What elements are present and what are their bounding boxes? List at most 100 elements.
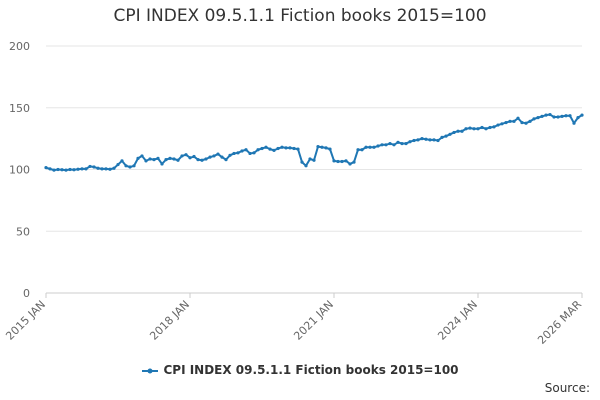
data-point xyxy=(308,157,312,161)
data-point xyxy=(84,167,88,171)
data-point xyxy=(68,167,72,172)
data-point xyxy=(528,119,532,123)
data-point xyxy=(144,159,148,163)
data-point xyxy=(48,167,52,171)
data-point xyxy=(228,153,232,157)
data-point xyxy=(304,164,308,168)
data-point xyxy=(408,140,412,144)
data-point xyxy=(316,145,320,149)
data-point xyxy=(556,115,560,119)
data-point xyxy=(548,112,552,117)
data-point xyxy=(300,160,304,164)
x-tick-label: 2024 JAN xyxy=(435,298,480,343)
data-point xyxy=(72,168,76,172)
data-point xyxy=(496,123,500,127)
data-point xyxy=(60,168,64,172)
data-point xyxy=(224,158,228,162)
data-point xyxy=(280,145,284,149)
data-point xyxy=(64,168,68,172)
data-point xyxy=(108,167,112,171)
data-point xyxy=(380,143,384,147)
data-point xyxy=(444,134,448,138)
y-tick-label: 200 xyxy=(9,40,30,53)
data-point xyxy=(364,145,368,149)
data-point xyxy=(112,166,116,170)
data-point xyxy=(292,146,296,151)
data-point xyxy=(532,117,536,121)
data-point xyxy=(416,138,420,142)
data-point xyxy=(452,130,456,135)
data-point xyxy=(580,113,584,117)
data-point xyxy=(276,146,280,151)
data-point xyxy=(136,156,140,160)
data-point xyxy=(212,154,216,158)
data-point xyxy=(340,159,344,164)
data-point xyxy=(200,158,204,162)
data-point xyxy=(568,114,572,118)
x-tick-label: 2015 JAN xyxy=(3,298,48,343)
data-point xyxy=(440,135,444,139)
data-point xyxy=(264,145,268,149)
y-tick-label: 100 xyxy=(9,164,30,177)
chart-plot: 0 50 100 150 200 2015 JAN 2018 JAN 2021 JAN 2024… xyxy=(3,40,584,347)
data-point xyxy=(128,165,132,169)
data-point xyxy=(524,121,528,125)
data-point xyxy=(284,146,288,150)
data-point xyxy=(448,132,452,136)
data-point xyxy=(420,137,424,141)
data-point xyxy=(552,115,556,119)
data-point xyxy=(360,148,364,152)
data-point xyxy=(116,162,120,167)
data-point xyxy=(124,164,128,168)
data-point xyxy=(100,167,104,171)
data-point xyxy=(192,154,196,159)
data-point xyxy=(320,145,324,149)
data-point xyxy=(328,147,332,151)
data-point xyxy=(484,127,488,131)
data-point xyxy=(400,141,404,146)
data-point xyxy=(240,149,244,153)
data-point xyxy=(572,121,576,125)
data-point xyxy=(164,158,168,162)
data-point xyxy=(296,147,300,151)
data-point xyxy=(428,138,432,142)
data-point xyxy=(356,148,360,152)
data-point xyxy=(260,146,264,151)
data-point xyxy=(372,145,376,149)
data-point xyxy=(132,164,136,168)
data-point xyxy=(252,151,256,155)
data-point xyxy=(44,166,48,170)
data-point xyxy=(268,147,272,151)
data-point xyxy=(80,167,84,171)
chart-title: CPI INDEX 09.5.1.1 Fiction books 2015=10… xyxy=(113,6,487,26)
data-point xyxy=(460,129,464,133)
y-tick-label: 150 xyxy=(9,102,30,115)
data-point xyxy=(376,144,380,148)
data-point xyxy=(336,159,340,164)
data-point xyxy=(508,119,512,123)
data-point xyxy=(180,154,184,158)
data-point xyxy=(576,116,580,120)
data-point xyxy=(384,143,388,147)
data-point xyxy=(244,148,248,152)
data-point xyxy=(88,164,92,169)
data-point xyxy=(464,127,468,131)
legend-swatch-icon xyxy=(142,368,159,373)
data-point xyxy=(560,114,564,118)
data-point xyxy=(516,116,520,120)
data-point xyxy=(344,159,348,163)
data-point xyxy=(52,168,56,172)
source-label: Source: xyxy=(544,381,590,395)
legend-label: CPI INDEX 09.5.1.1 Fiction books 2015=10… xyxy=(163,363,459,377)
chart-legend[interactable]: CPI INDEX 09.5.1.1 Fiction books 2015=10… xyxy=(0,363,600,377)
data-point xyxy=(248,151,252,156)
data-point xyxy=(216,152,220,156)
data-point xyxy=(208,155,212,159)
data-point xyxy=(432,138,436,142)
data-point xyxy=(204,157,208,161)
data-point xyxy=(76,167,80,171)
data-point xyxy=(332,159,336,163)
data-point xyxy=(104,167,108,171)
data-point xyxy=(544,113,548,117)
data-point xyxy=(184,153,188,157)
